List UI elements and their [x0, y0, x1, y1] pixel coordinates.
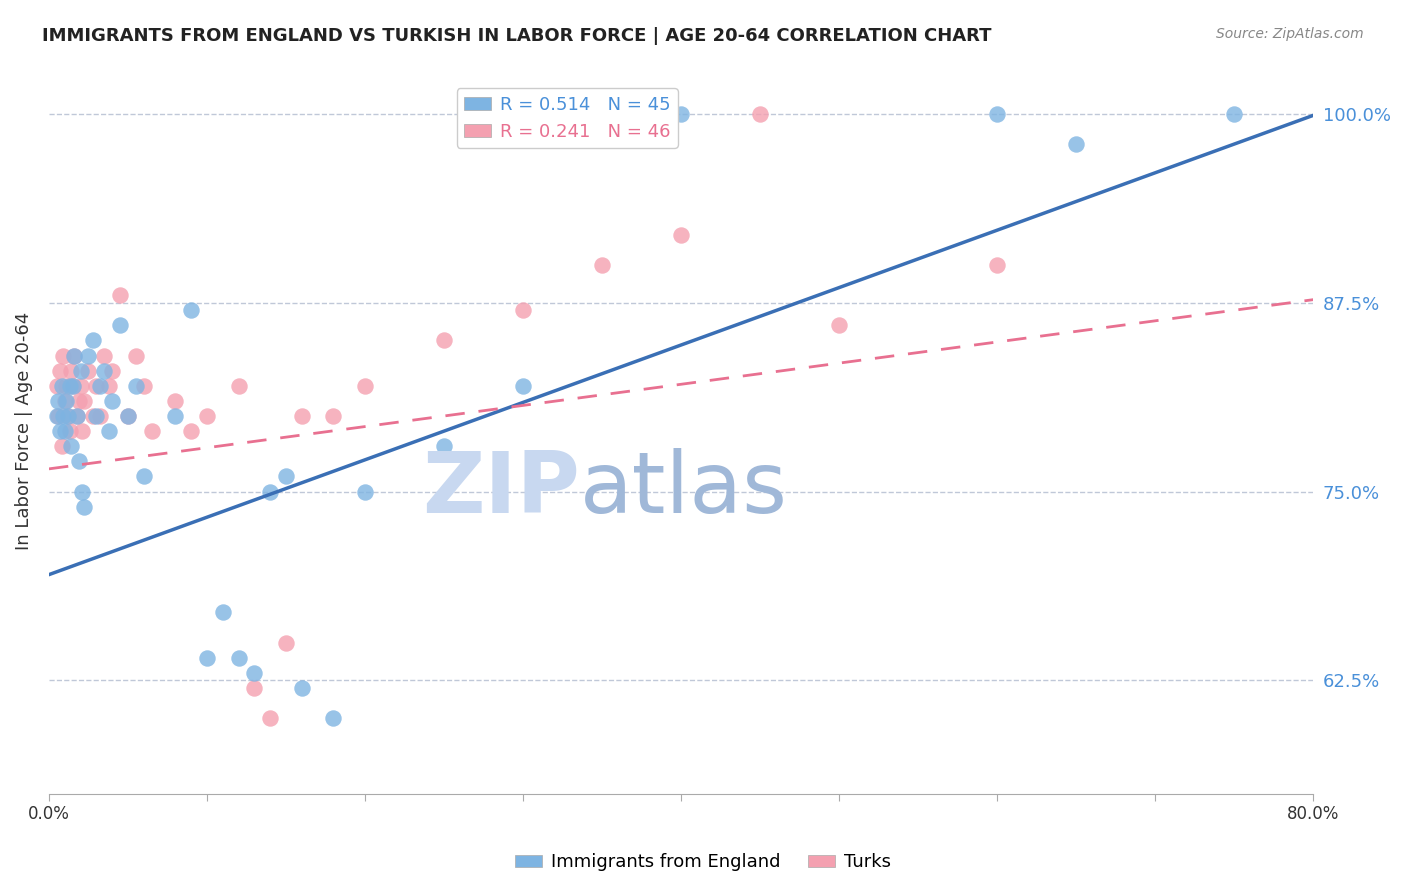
Point: [1064, 136, 1087, 151]
Point: [180, 303, 202, 318]
Point: [228, 378, 250, 392]
Point: [243, 681, 266, 695]
Point: [1223, 107, 1246, 121]
Point: [62, 378, 84, 392]
Point: [70, 484, 93, 499]
Point: [49, 424, 72, 438]
Point: [56, 409, 79, 423]
Text: ZIP: ZIP: [422, 448, 581, 531]
Point: [322, 711, 344, 725]
Point: [66, 409, 89, 423]
Point: [58, 424, 80, 438]
Point: [70, 424, 93, 438]
Point: [117, 409, 139, 423]
Point: [55, 378, 77, 392]
Point: [52, 349, 75, 363]
Point: [195, 409, 218, 423]
Y-axis label: In Labor Force | Age 20-64: In Labor Force | Age 20-64: [15, 312, 32, 550]
Point: [986, 258, 1008, 272]
Point: [45, 378, 67, 392]
Point: [60, 439, 83, 453]
Point: [195, 650, 218, 665]
Point: [86, 378, 108, 392]
Point: [63, 349, 86, 363]
Point: [274, 469, 297, 483]
Legend: Immigrants from England, Turks: Immigrants from England, Turks: [508, 847, 898, 879]
Point: [132, 469, 155, 483]
Point: [165, 393, 187, 408]
Point: [291, 409, 314, 423]
Point: [108, 318, 131, 333]
Point: [132, 378, 155, 392]
Point: [89, 409, 111, 423]
Point: [53, 424, 76, 438]
Point: [125, 349, 148, 363]
Point: [141, 424, 163, 438]
Point: [60, 364, 83, 378]
Point: [55, 393, 77, 408]
Point: [63, 349, 86, 363]
Point: [259, 484, 281, 499]
Point: [48, 393, 70, 408]
Point: [86, 409, 108, 423]
Point: [89, 378, 111, 392]
Text: Source: ZipAtlas.com: Source: ZipAtlas.com: [1216, 27, 1364, 41]
Point: [53, 393, 76, 408]
Point: [69, 378, 91, 392]
Point: [243, 665, 266, 680]
Point: [125, 378, 148, 392]
Point: [591, 258, 613, 272]
Point: [165, 409, 187, 423]
Point: [48, 409, 70, 423]
Point: [98, 378, 121, 392]
Point: [51, 378, 73, 392]
Point: [73, 393, 96, 408]
Point: [828, 318, 851, 333]
Point: [62, 378, 84, 392]
Point: [669, 227, 692, 242]
Point: [51, 439, 73, 453]
Point: [82, 334, 104, 348]
Point: [749, 107, 772, 121]
Point: [669, 107, 692, 121]
Point: [82, 409, 104, 423]
Point: [259, 711, 281, 725]
Point: [211, 606, 233, 620]
Point: [291, 681, 314, 695]
Point: [512, 303, 534, 318]
Point: [67, 454, 90, 468]
Point: [93, 349, 115, 363]
Point: [512, 378, 534, 392]
Point: [108, 288, 131, 302]
Point: [322, 409, 344, 423]
Point: [986, 107, 1008, 121]
Point: [69, 364, 91, 378]
Point: [101, 364, 124, 378]
Point: [101, 393, 124, 408]
Point: [66, 409, 89, 423]
Point: [274, 635, 297, 649]
Point: [58, 378, 80, 392]
Point: [180, 424, 202, 438]
Point: [73, 500, 96, 514]
Point: [228, 650, 250, 665]
Point: [77, 364, 100, 378]
Point: [117, 409, 139, 423]
Point: [98, 424, 121, 438]
Point: [433, 439, 456, 453]
Point: [49, 364, 72, 378]
Point: [45, 409, 67, 423]
Point: [67, 393, 90, 408]
Point: [354, 378, 377, 392]
Point: [56, 409, 79, 423]
Point: [93, 364, 115, 378]
Legend: R = 0.514   N = 45, R = 0.241   N = 46: R = 0.514 N = 45, R = 0.241 N = 46: [457, 88, 678, 148]
Text: IMMIGRANTS FROM ENGLAND VS TURKISH IN LABOR FORCE | AGE 20-64 CORRELATION CHART: IMMIGRANTS FROM ENGLAND VS TURKISH IN LA…: [42, 27, 991, 45]
Point: [354, 484, 377, 499]
Point: [77, 349, 100, 363]
Point: [52, 409, 75, 423]
Text: atlas: atlas: [581, 448, 787, 531]
Point: [433, 334, 456, 348]
